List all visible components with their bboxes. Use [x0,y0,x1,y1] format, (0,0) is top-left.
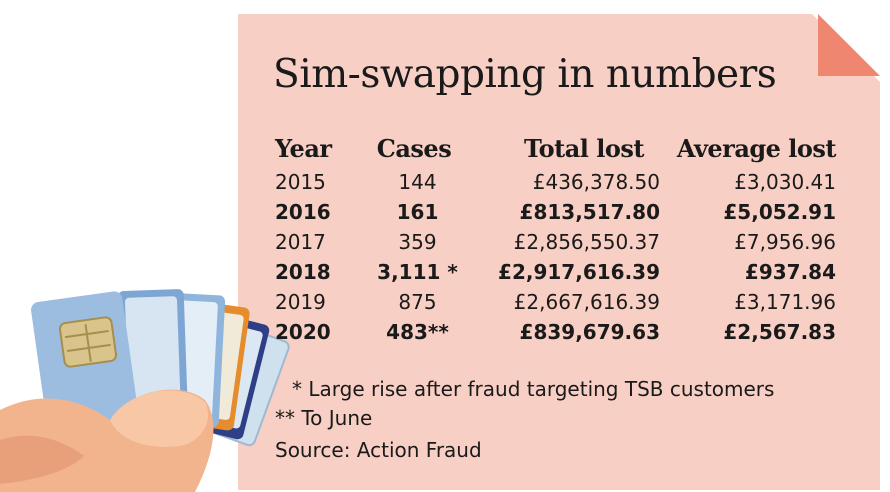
cell-total-lost: £839,679.63 [519,320,660,344]
table-row: 2020 483** £839,679.63 £2,567.83 [0,320,890,350]
table-row: 2017 359 £2,856,550.37 £7,956.96 [0,230,890,260]
table-header: Year Cases Total lost Average lost [0,134,890,164]
cell-year: 2018 [275,260,331,284]
cell-year: 2020 [275,320,331,344]
cell-average-lost: £3,030.41 [734,170,836,194]
source-note: Source: Action Fraud [275,438,482,462]
cell-cases: 144 [398,170,437,194]
cell-cases: 359 [398,230,437,254]
hand-holding-sim-cards-illustration [0,289,290,492]
cell-total-lost: £436,378.50 [532,170,660,194]
cell-total-lost: £2,917,616.39 [498,260,660,284]
page-corner-fold [818,14,880,76]
hand [0,389,214,492]
cell-year: 2019 [275,290,326,314]
cell-average-lost: £7,956.96 [734,230,836,254]
table-row: 2015 144 £436,378.50 £3,030.41 [0,170,890,200]
header-cases: Cases [376,134,452,163]
sim-card-stack [31,289,290,451]
cell-total-lost: £813,517.80 [519,200,660,224]
table-row: 2018 3,111 * £2,917,616.39 £937.84 [0,260,890,290]
cell-year: 2017 [275,230,326,254]
cell-average-lost: £3,171.96 [734,290,836,314]
cell-average-lost: £2,567.83 [723,320,836,344]
footnote-large-rise: * Large rise after fraud targeting TSB c… [292,377,775,401]
cell-year: 2015 [275,170,326,194]
page-title: Sim-swapping in numbers [273,52,777,97]
table-row: 2019 875 £2,667,616.39 £3,171.96 [0,290,890,320]
header-average-lost: Average lost [676,134,837,163]
cell-cases: 875 [398,290,437,314]
footnote-to-june: ** To June [275,406,373,430]
cell-total-lost: £2,667,616.39 [513,290,660,314]
header-total-lost: Total lost [524,134,644,163]
cell-cases: 161 [396,200,439,224]
cell-total-lost: £2,856,550.37 [513,230,660,254]
cell-average-lost: £937.84 [744,260,836,284]
cell-average-lost: £5,052.91 [723,200,836,224]
info-card [238,14,880,490]
cell-year: 2016 [275,200,331,224]
cell-cases: 3,111 * [377,260,458,284]
table-row: 2016 161 £813,517.80 £5,052.91 [0,200,890,230]
cell-cases: 483** [386,320,449,344]
header-year: Year [275,134,332,163]
